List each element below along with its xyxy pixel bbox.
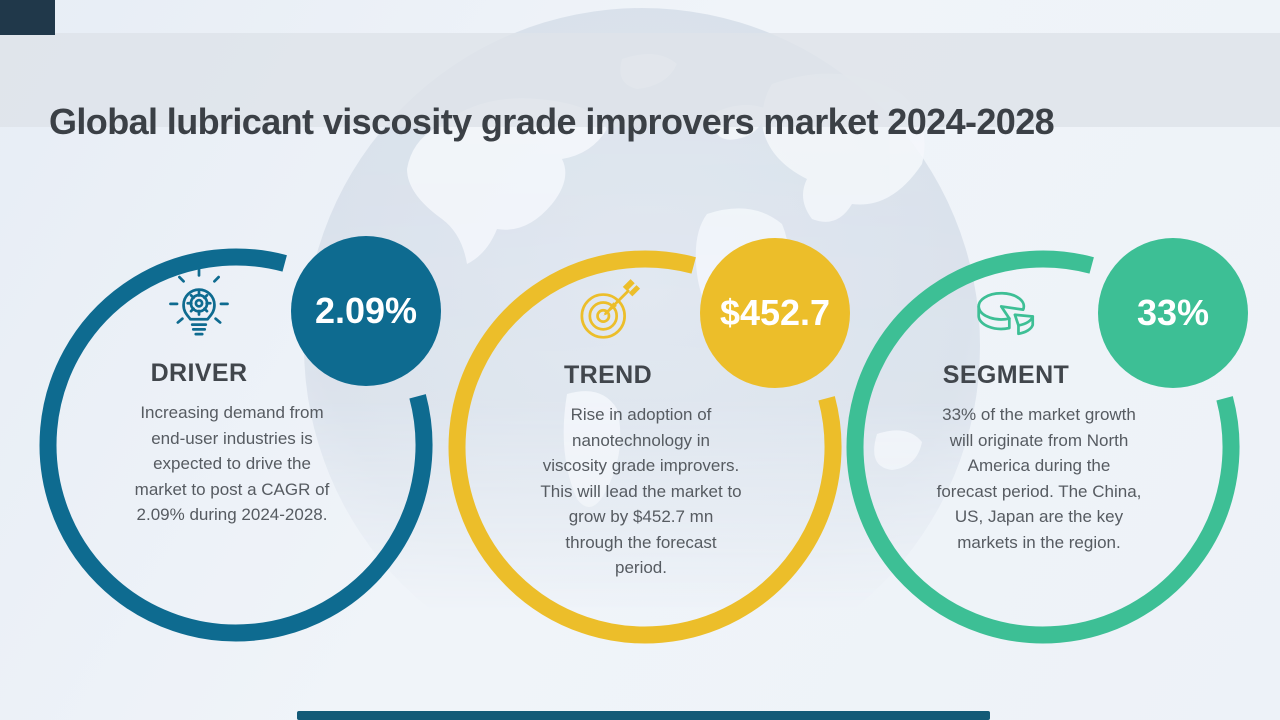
bottom-accent-bar (297, 711, 990, 720)
card-trend: $452.7 TREND Rise in adoption of nanotec… (440, 235, 850, 650)
segment-title: SEGMENT (942, 361, 1070, 389)
corner-accent-box (0, 0, 55, 35)
segment-description: 33% of the market growth will originate … (936, 405, 1142, 552)
driver-title: DRIVER (150, 359, 248, 387)
card-segment: 33% SEGMENT 33% of the market growth wil… (838, 235, 1248, 650)
pie-chart-icon (968, 268, 1044, 352)
driver-description: Increasing demand from end-user industri… (134, 403, 330, 524)
driver-badge-value: 2.09% (314, 290, 418, 331)
segment-badge-value: 33% (1136, 292, 1210, 333)
page-title: Global lubricant viscosity grade improve… (49, 101, 1055, 142)
target-arrow-icon (570, 268, 646, 352)
trend-description: Rise in adoption of nanotechnology in vi… (540, 405, 742, 577)
trend-title: TREND (563, 361, 653, 389)
trend-badge-value: $452.7 (719, 292, 831, 333)
header-band: Global lubricant viscosity grade improve… (0, 33, 1280, 142)
innovation-bulb-icon (161, 266, 237, 350)
card-driver: 2.09% DRIVER Increasing demand from end-… (31, 233, 441, 648)
